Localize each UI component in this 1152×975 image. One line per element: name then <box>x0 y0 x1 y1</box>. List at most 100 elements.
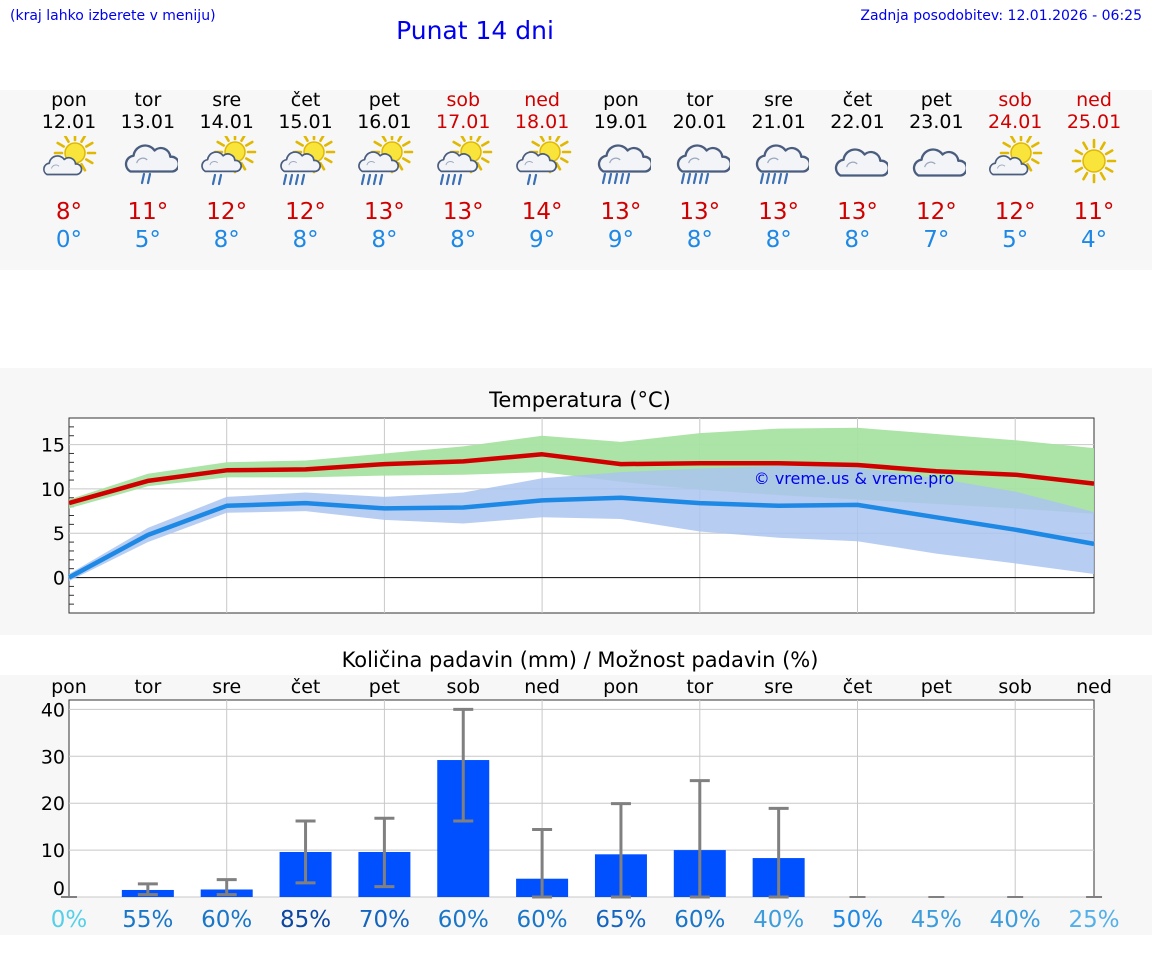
day-column: pet 16.01 <box>344 89 424 133</box>
y-tick-label: 5 <box>53 523 65 545</box>
plot-area <box>68 699 1095 898</box>
max-temperature: 14° <box>521 199 563 225</box>
day-date: 13.01 <box>120 111 176 133</box>
day-date: 19.01 <box>593 111 649 133</box>
day-column: sre 21.01 <box>739 89 819 133</box>
sun-cloud-rain-icon <box>354 130 414 188</box>
day-temperatures: 13° 8° <box>818 198 898 254</box>
temp-chart-title: Temperatura (°C) <box>489 388 671 412</box>
day-name: čet <box>290 89 321 111</box>
day-date: 24.01 <box>987 111 1043 133</box>
day-temperatures: 12° 8° <box>187 198 267 254</box>
precip-probability: 60% <box>674 907 725 933</box>
day-name: sob <box>998 89 1032 111</box>
last-update: Zadnja posodobitev: 12.01.2026 - 06:25 <box>860 8 1142 24</box>
precip-probability: 50% <box>832 907 883 933</box>
x-category-label: sob <box>998 676 1032 698</box>
day-name: ned <box>1076 89 1112 111</box>
day-name: pon <box>51 89 87 111</box>
y-tick-label: 40 <box>41 699 65 721</box>
day-column: tor 20.01 <box>660 89 740 133</box>
day-name: sre <box>764 89 794 111</box>
x-category-label: ned <box>524 676 560 698</box>
day-name: pet <box>368 89 400 111</box>
precipitation-chart: pon tor sre čet pet sob ned pon tor sre čet pet sob n… <box>41 676 1120 933</box>
day-name: sob <box>446 89 481 111</box>
day-temperatures: 12° 7° <box>896 198 976 254</box>
x-category-label: pet <box>369 676 400 698</box>
y-tick-label: 10 <box>41 840 65 862</box>
min-temperature: 4° <box>1080 227 1108 253</box>
day-date: 15.01 <box>278 111 333 133</box>
day-column: pon 19.01 <box>581 89 661 133</box>
y-tick-label: 15 <box>41 435 65 457</box>
day-column: sob 17.01 <box>423 89 503 133</box>
max-temperature: 12° <box>994 199 1036 225</box>
x-category-label: ned <box>1076 676 1112 698</box>
day-temperatures: 12° 8° <box>266 198 346 254</box>
sun-cloud-light-rain-icon <box>512 130 572 188</box>
day-date: 14.01 <box>199 111 254 133</box>
max-temp-line <box>68 452 1095 506</box>
day-date: 17.01 <box>436 111 491 133</box>
y-tick-label: 0 <box>53 878 65 900</box>
watermark: © vreme.us & vreme.pro <box>754 469 955 488</box>
x-category-label: pon <box>51 676 87 698</box>
min-temperature: 0° <box>55 227 83 253</box>
x-category-label: tor <box>686 676 713 698</box>
day-column: ned 25.01 <box>1054 89 1134 133</box>
sun-cloud-rain-icon <box>433 130 493 188</box>
partly-sunny-icon <box>39 131 99 188</box>
day-date: 20.01 <box>672 111 727 133</box>
x-category-label: sre <box>764 676 793 698</box>
max-temperature: 12° <box>915 199 957 225</box>
day-temperatures: 13° 8° <box>344 198 424 254</box>
min-temperature: 5° <box>134 227 161 253</box>
max-temperature: 13° <box>837 199 878 225</box>
day-date: 16.01 <box>357 111 412 133</box>
page-title: Punat 14 dni <box>396 16 554 45</box>
day-date: 22.01 <box>830 111 885 133</box>
precip-probability: 40% <box>753 907 804 933</box>
min-temperature: 8° <box>686 227 713 253</box>
precip-probability: 60% <box>201 907 252 933</box>
day-name: pon <box>603 89 639 111</box>
y-tick-label: 0 <box>53 568 65 590</box>
min-temperature: 9° <box>607 227 634 253</box>
day-name: čet <box>842 89 873 111</box>
sun-cloud-rain-icon <box>276 130 336 188</box>
y-tick-label: 20 <box>41 793 65 815</box>
cloudy-icon <box>828 136 890 188</box>
max-temperature: 13° <box>364 199 405 225</box>
day-temperatures: 12° 5° <box>975 198 1055 254</box>
day-date: 18.01 <box>514 111 570 133</box>
day-date: 25.01 <box>1066 111 1122 133</box>
day-column: pet 23.01 <box>896 89 976 133</box>
day-temperatures: 11° 4° <box>1054 198 1134 254</box>
day-name: pet <box>920 89 952 111</box>
precip-probability: 45% <box>911 907 962 933</box>
max-temperature: 11° <box>127 199 169 225</box>
day-date: 12.01 <box>41 111 97 133</box>
temperature-chart: 0 5 10 15 © vreme.us & vreme.pro <box>41 417 1095 614</box>
day-temperatures: 13° 8° <box>423 198 503 254</box>
precip-probability: 25% <box>1068 907 1119 933</box>
day-temperatures: 13° 8° <box>739 198 819 254</box>
location-menu-note[interactable]: (kraj lahko izberete v meniju) <box>10 8 216 24</box>
y-tick-label: 10 <box>41 479 65 501</box>
y-tick-label: 30 <box>41 746 65 768</box>
day-temperatures: 8° 0° <box>29 198 109 254</box>
x-category-label: tor <box>134 676 161 698</box>
day-column: sre 14.01 <box>187 89 267 133</box>
min-temperature: 7° <box>923 227 950 253</box>
max-temperature: 11° <box>1073 199 1115 225</box>
min-temp-line <box>67 495 1095 580</box>
max-temperature: 12° <box>206 199 248 225</box>
precip-probability: 60% <box>517 907 568 933</box>
day-temperatures: 14° 9° <box>502 198 582 254</box>
day-name: sre <box>212 89 242 111</box>
day-temperatures: 11° 5° <box>108 198 188 254</box>
cloudy-icon <box>906 136 969 188</box>
day-name: tor <box>686 89 714 111</box>
day-date: 23.01 <box>909 111 964 133</box>
